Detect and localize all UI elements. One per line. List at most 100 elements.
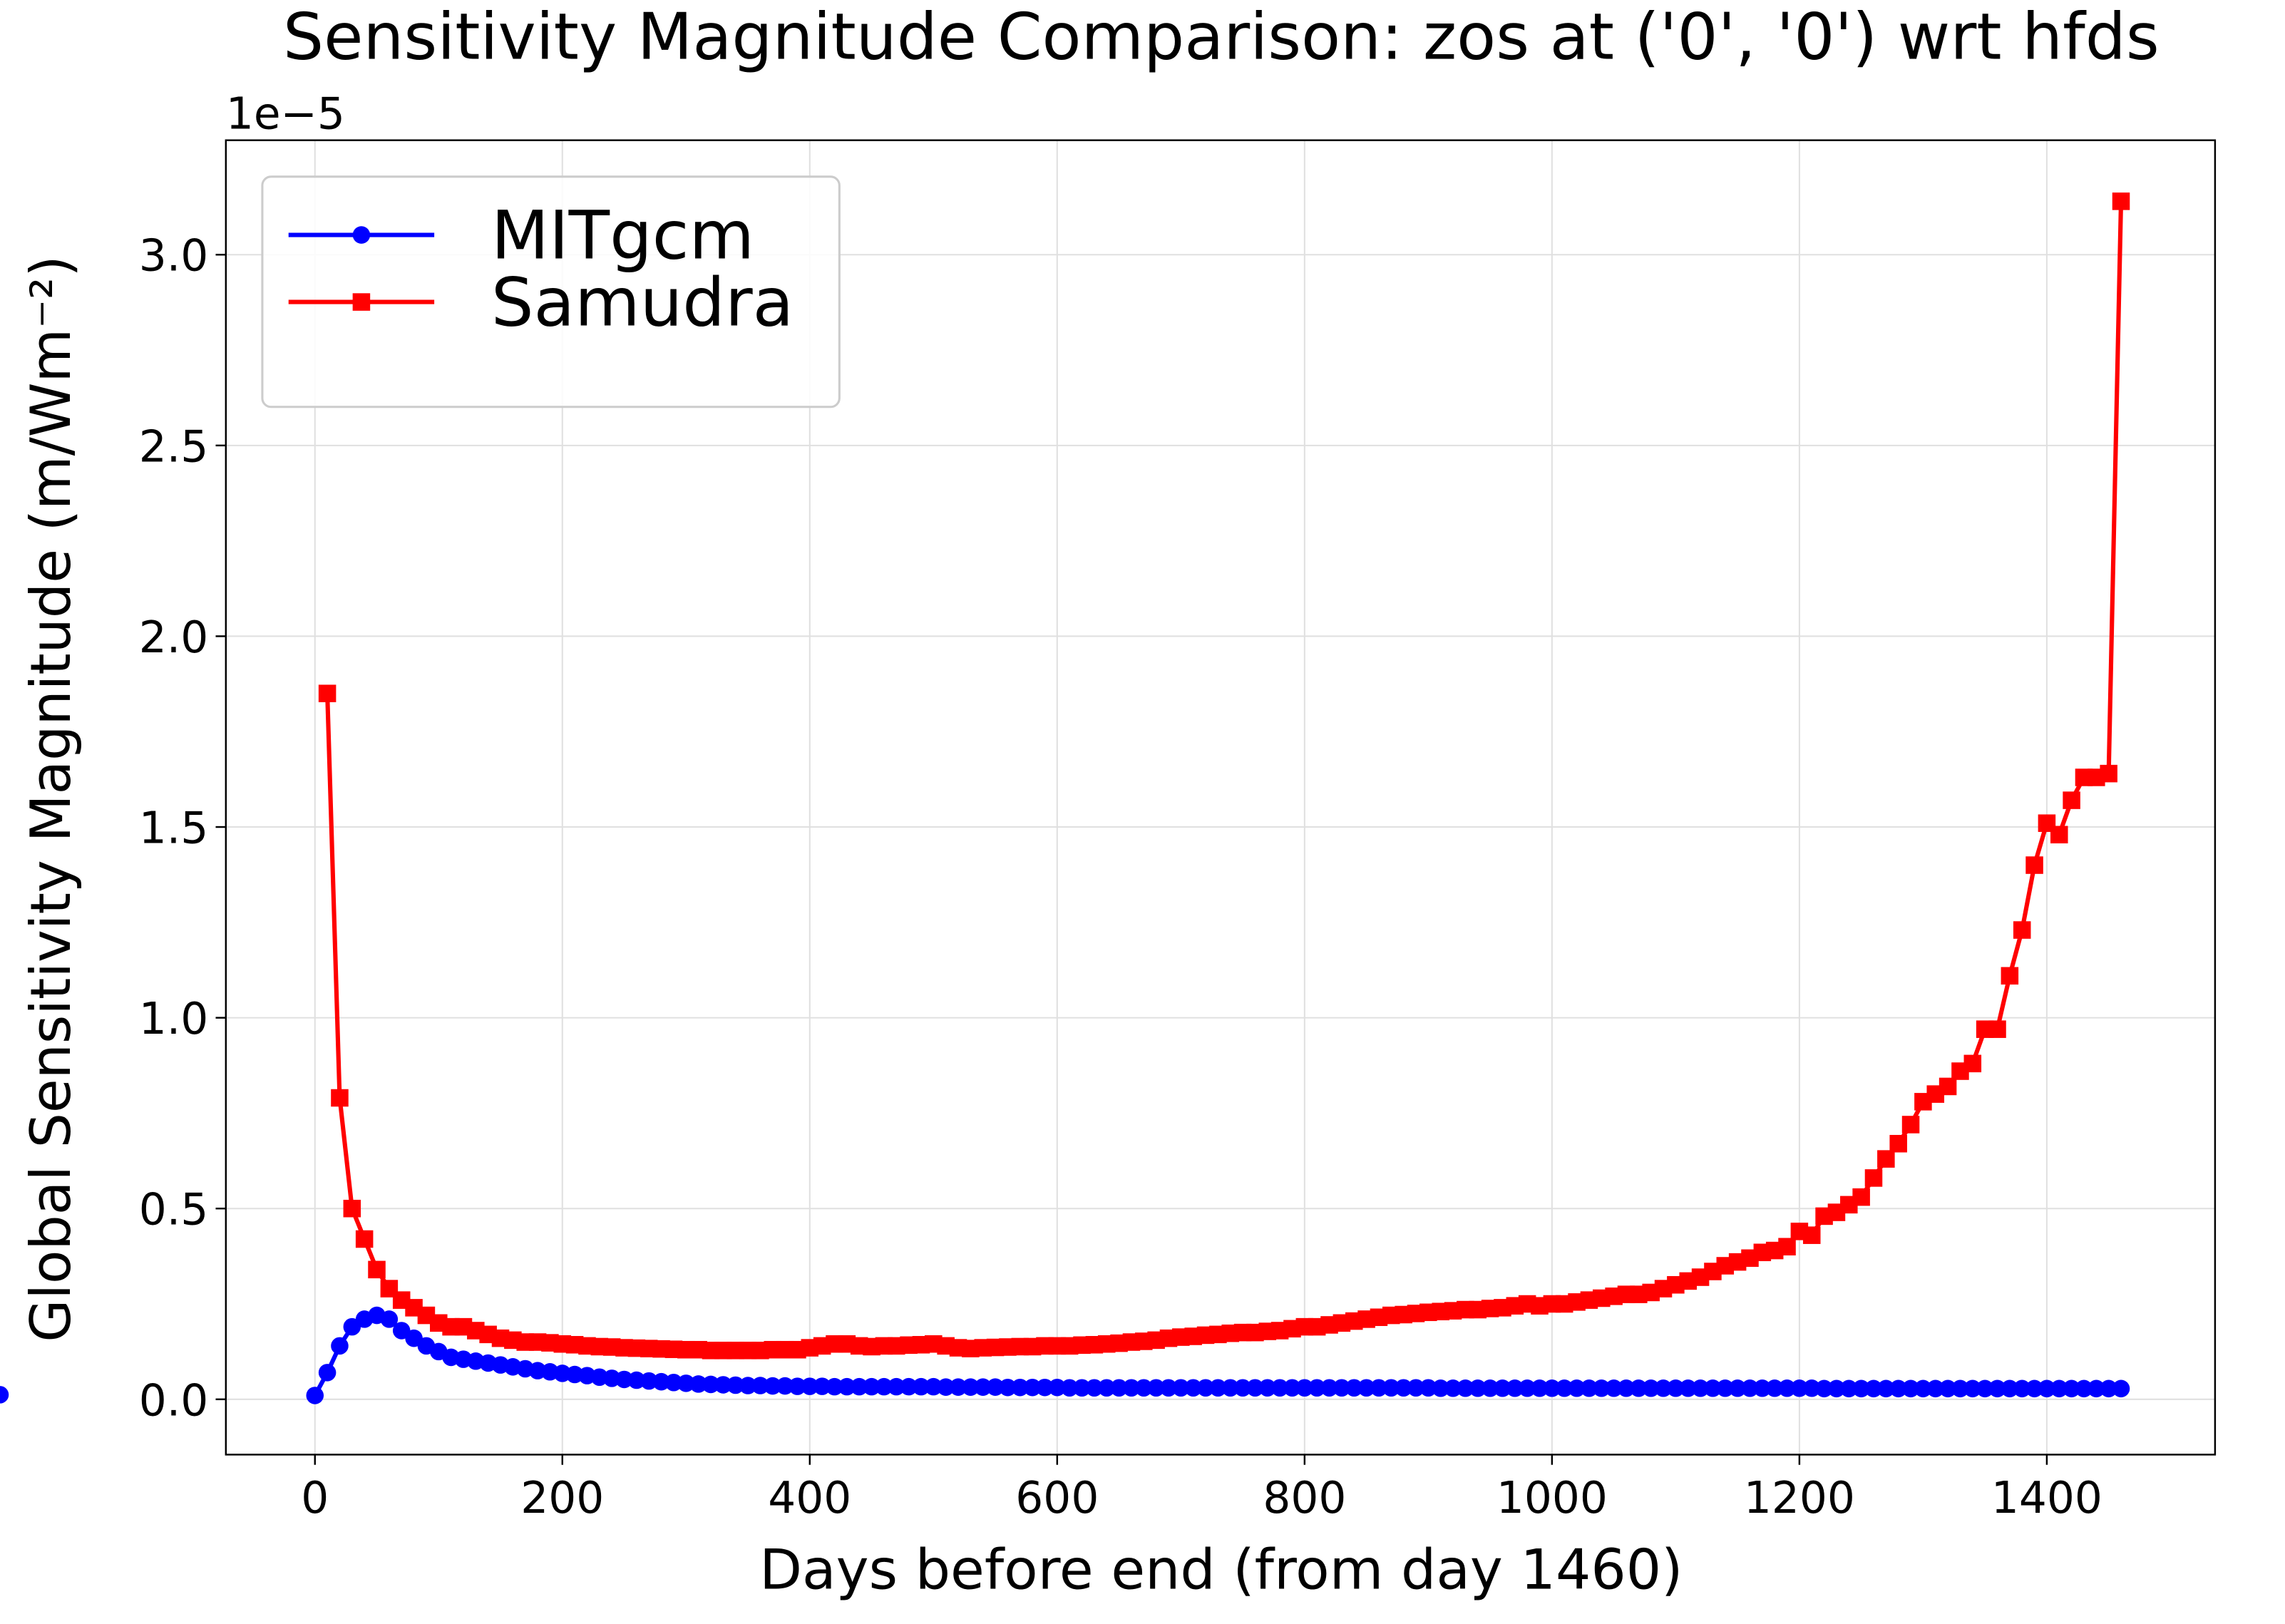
marker (0, 1386, 9, 1404)
series (318, 192, 2130, 1360)
marker (1926, 1379, 1945, 1398)
marker (1939, 1077, 1957, 1096)
marker (1716, 1379, 1735, 1397)
marker (1469, 1379, 1487, 1397)
marker (2025, 1379, 2043, 1398)
marker (702, 1375, 720, 1394)
marker (1593, 1379, 1611, 1397)
x-tick-label: 0 (301, 1473, 329, 1523)
marker (343, 1199, 361, 1218)
marker (1741, 1379, 1759, 1397)
marker (664, 1373, 683, 1392)
y-tick-label: 3.0 (139, 231, 209, 282)
marker (1988, 1020, 2006, 1038)
marker (1765, 1379, 1784, 1397)
marker (352, 226, 371, 244)
marker (999, 1378, 1017, 1397)
marker (1555, 1379, 1573, 1397)
marker (1357, 1379, 1375, 1397)
marker (1481, 1379, 1499, 1397)
marker (2013, 921, 2031, 939)
marker (949, 1378, 967, 1396)
marker (1778, 1379, 1796, 1397)
y-tick-label: 1.5 (139, 803, 209, 854)
marker (801, 1377, 819, 1395)
y-tick-label: 0.5 (139, 1185, 209, 1235)
marker (1654, 1379, 1673, 1397)
marker (986, 1378, 1005, 1396)
marker (1308, 1379, 1326, 1397)
marker (1395, 1379, 1412, 1397)
marker (887, 1377, 905, 1396)
marker (1432, 1379, 1449, 1397)
marker (925, 1377, 943, 1396)
marker (2038, 1379, 2056, 1398)
marker (1531, 1379, 1549, 1397)
marker (1147, 1379, 1165, 1397)
marker (615, 1370, 633, 1389)
marker (1085, 1379, 1104, 1397)
marker (1939, 1379, 1957, 1398)
marker (1877, 1150, 1895, 1168)
marker (677, 1374, 695, 1392)
marker (776, 1377, 794, 1395)
marker (1642, 1379, 1660, 1397)
marker (318, 1364, 337, 1382)
marker (789, 1377, 806, 1395)
marker (1419, 1379, 1437, 1397)
marker (2088, 1379, 2105, 1398)
marker (1852, 1188, 1870, 1206)
marker (1901, 1379, 1920, 1398)
marker (1011, 1378, 1029, 1397)
marker (1914, 1379, 1932, 1398)
marker (1568, 1379, 1586, 1397)
marker (627, 1371, 646, 1389)
marker (900, 1377, 918, 1396)
marker (1073, 1379, 1091, 1397)
marker (1184, 1379, 1202, 1397)
marker (1023, 1378, 1042, 1397)
marker (1518, 1379, 1536, 1397)
marker (1221, 1379, 1239, 1397)
marker (739, 1377, 757, 1394)
marker (1444, 1379, 1462, 1397)
marker (1494, 1379, 1511, 1397)
marker (1097, 1379, 1116, 1397)
marker (863, 1377, 880, 1396)
marker (1667, 1379, 1685, 1397)
marker (1753, 1379, 1772, 1397)
marker (1864, 1379, 1883, 1398)
marker (1407, 1379, 1425, 1397)
x-tick-label: 800 (1263, 1473, 1346, 1523)
marker (1963, 1054, 1982, 1073)
marker (355, 1230, 374, 1248)
series (0, 1306, 2130, 1404)
marker (2075, 1379, 2093, 1398)
chart-title: Sensitivity Magnitude Comparison: zos at… (283, 0, 2160, 74)
marker (1889, 1134, 1907, 1153)
marker (1345, 1379, 1363, 1397)
x-tick-label: 200 (520, 1473, 604, 1523)
marker (1704, 1379, 1722, 1397)
marker (1827, 1379, 1846, 1398)
marker (1060, 1379, 1079, 1397)
marker (912, 1377, 930, 1396)
marker (1246, 1379, 1264, 1397)
marker (1196, 1379, 1215, 1397)
marker (2063, 1379, 2080, 1398)
marker (2025, 856, 2043, 874)
marker (1778, 1238, 1796, 1255)
marker (652, 1372, 670, 1391)
marker (1901, 1116, 1920, 1134)
marker (2100, 764, 2117, 783)
marker (1036, 1378, 1054, 1397)
y-offset-label: 1e−5 (226, 88, 345, 139)
marker (318, 684, 337, 702)
marker (1605, 1379, 1623, 1397)
marker (1159, 1379, 1178, 1397)
marker (1840, 1379, 1858, 1398)
marker (1790, 1379, 1809, 1397)
x-tick-label: 1400 (1991, 1473, 2102, 1523)
marker (1333, 1379, 1351, 1397)
